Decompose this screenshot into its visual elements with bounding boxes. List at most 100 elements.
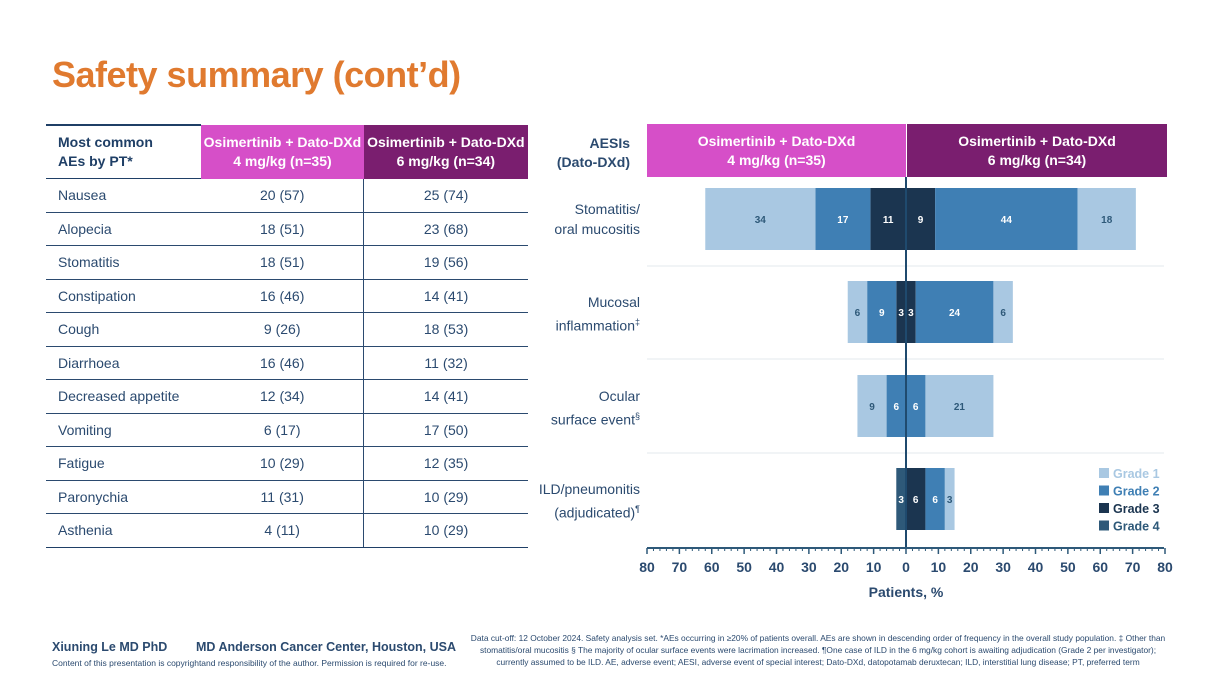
x-tick-label: 50 — [1060, 559, 1076, 575]
bar-value-label: 11 — [883, 215, 894, 226]
aesi-category-line1: ILD/pneumonitis — [538, 481, 640, 497]
bar-segment — [857, 375, 887, 437]
aesi-category-line1: Ocular — [598, 388, 640, 404]
table-row: Alopecia 18 (51) 23 (68) — [46, 212, 528, 246]
chart-header-6mg: Osimertinib + Dato-DXd 6 mg/kg (n=34) — [907, 124, 1167, 177]
x-tick-label: 30 — [995, 559, 1011, 575]
table-row: Cough 9 (26) 18 (53) — [46, 312, 528, 347]
slide-title: Safety summary (cont’d) — [52, 54, 461, 95]
bar-segment — [925, 468, 945, 530]
bar-segment — [896, 281, 906, 343]
bar-value-label: 6 — [894, 402, 900, 413]
legend-label: Grade 3 — [1113, 502, 1160, 516]
ae-6mg-cell: 14 (41) — [363, 379, 528, 414]
aesi-category-label: ILD/pneumonitis (adjudicated)¶ — [500, 479, 640, 523]
table-row: Decreased appetite 12 (34) 14 (41) — [46, 379, 528, 414]
footer-copyright: Content of this presentation is copyrigh… — [52, 658, 447, 668]
bar-segment — [870, 188, 906, 250]
aesi-category-line2: surface event§ — [550, 411, 640, 428]
aesi-category-line1: Stomatitis/ — [574, 201, 640, 217]
table-row: Constipation 16 (46) 14 (41) — [46, 279, 528, 313]
col-4mg-header: Osimertinib + Dato-DXd 4 mg/kg (n=35) — [201, 125, 364, 179]
ae-name-cell: Fatigue — [46, 446, 202, 481]
ae-name-cell: Nausea — [46, 178, 202, 213]
ae-name-cell: Asthenia — [46, 513, 202, 548]
x-tick-label: 60 — [704, 559, 720, 575]
ae-4mg-cell: 6 (17) — [201, 413, 365, 447]
ae-6mg-cell: 14 (41) — [363, 279, 528, 313]
x-axis-title: Patients, % — [869, 584, 944, 600]
legend-label: Grade 1 — [1113, 467, 1160, 481]
ae-6mg-cell: 10 (29) — [363, 513, 528, 548]
bar-value-label: 6 — [1000, 308, 1006, 319]
aesi-category-label: Stomatitis/oral mucositis — [500, 199, 640, 239]
ae-6mg-cell: 12 (35) — [363, 446, 528, 481]
bar-segment — [867, 281, 897, 343]
footer-institution: MD Anderson Cancer Center, Houston, USA — [196, 640, 456, 654]
bar-segment — [925, 375, 994, 437]
bar-value-label: 44 — [1001, 215, 1013, 226]
ae-6mg-cell: 25 (74) — [363, 178, 528, 213]
bar-value-label: 3 — [908, 308, 914, 319]
legend-swatch — [1099, 503, 1109, 513]
chart-header-4mg-line2: 4 mg/kg (n=35) — [727, 151, 826, 168]
ae-4mg-cell: 9 (26) — [201, 312, 365, 347]
col-4mg-header-line2: 4 mg/kg (n=35) — [233, 152, 332, 169]
chart-header-4mg: Osimertinib + Dato-DXd 4 mg/kg (n=35) — [647, 124, 906, 177]
bar-value-label: 34 — [755, 215, 767, 226]
bar-value-label: 3 — [898, 495, 904, 506]
ae-name-cell: Paronychia — [46, 480, 202, 514]
legend-swatch — [1099, 520, 1109, 531]
aesi-category-line2: oral mucositis — [554, 221, 640, 237]
col-6mg-header: Osimertinib + Dato-DXd 6 mg/kg (n=34) — [363, 125, 528, 179]
x-tick-label: 10 — [931, 559, 947, 575]
bar-value-label: 9 — [869, 402, 875, 413]
table-row: Fatigue 10 (29) 12 (35) — [46, 446, 528, 481]
x-tick-label: 80 — [639, 559, 655, 575]
table-row: Asthenia 4 (11) 10 (29) — [46, 513, 528, 548]
bar-segment — [906, 375, 926, 437]
pt-column-header: Most common AEs by PT* — [46, 124, 202, 179]
ae-4mg-cell: 11 (31) — [201, 480, 365, 514]
bar-segment — [935, 188, 1078, 250]
legend-label: Grade 4 — [1113, 520, 1160, 534]
ae-4mg-cell: 18 (51) — [201, 245, 365, 280]
x-tick-label: 10 — [866, 559, 882, 575]
bar-segment — [847, 281, 868, 343]
aesi-title-line1: AESIs — [589, 135, 630, 151]
ae-4mg-cell: 12 (34) — [201, 379, 365, 414]
bar-value-label: 18 — [1101, 215, 1113, 226]
ae-name-cell: Vomiting — [46, 413, 202, 447]
footer-notes: Data cut-off: 12 October 2024. Safety an… — [470, 633, 1166, 667]
bar-value-label: 3 — [898, 308, 904, 319]
col-4mg-header-line1: Osimertinib + Dato-DXd — [203, 133, 362, 150]
bar-segment — [705, 188, 816, 250]
bar-segment — [906, 468, 926, 530]
x-tick-label: 0 — [902, 559, 910, 575]
x-tick-label: 70 — [1125, 559, 1141, 575]
x-tick-label: 20 — [833, 559, 849, 575]
x-tick-label: 30 — [801, 559, 817, 575]
aesi-category-label: Ocular surface event§ — [500, 386, 640, 430]
x-tick-label: 60 — [1092, 559, 1108, 575]
bar-segment — [993, 281, 1013, 343]
bar-segment — [944, 468, 955, 530]
table-row: Stomatitis 18 (51) 19 (56) — [46, 245, 528, 280]
ae-name-cell: Cough — [46, 312, 202, 347]
bar-segment — [906, 281, 916, 343]
bar-value-label: 9 — [918, 215, 924, 226]
bar-value-label: 6 — [932, 495, 938, 506]
chart-header-4mg-line1: Osimertinib + Dato-DXd — [697, 132, 856, 149]
bar-value-label: 6 — [913, 402, 919, 413]
bar-segment — [915, 281, 994, 343]
ae-4mg-cell: 10 (29) — [201, 446, 365, 481]
bar-segment — [906, 188, 936, 250]
ae-name-cell: Constipation — [46, 279, 202, 313]
ae-6mg-cell: 10 (29) — [363, 480, 528, 514]
ae-6mg-cell: 23 (68) — [363, 212, 528, 246]
ae-6mg-cell: 17 (50) — [363, 413, 528, 447]
ae-6mg-cell: 19 (56) — [363, 245, 528, 280]
bar-value-label: 6 — [855, 308, 861, 319]
